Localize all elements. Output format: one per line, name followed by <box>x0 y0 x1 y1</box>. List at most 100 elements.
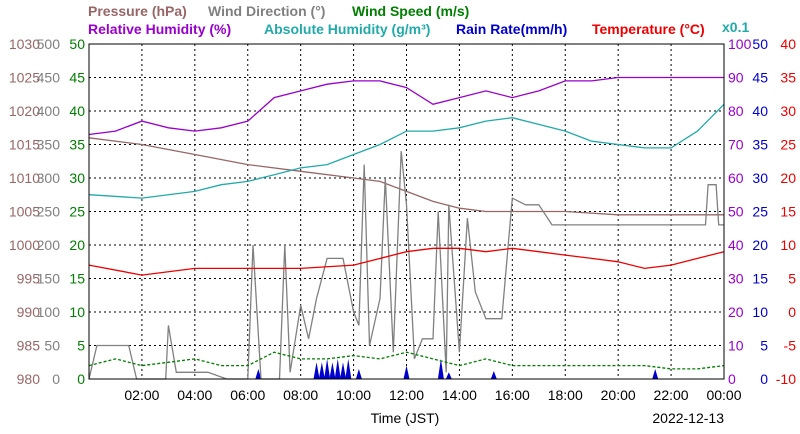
date-label: 2022-12-13 <box>652 410 724 426</box>
wind-dir-tick-label: 50 <box>44 338 60 354</box>
legend-wind-speed: Wind Speed (m/s) <box>352 3 469 19</box>
temperature-tick-label: 30 <box>780 103 796 119</box>
pressure-tick-label: 985 <box>17 338 41 354</box>
rain-tick-label: 20 <box>752 237 768 253</box>
rain-tick-label: 10 <box>752 304 768 320</box>
x-tick-label: 06:00 <box>230 387 265 403</box>
x-tick-label: 14:00 <box>442 387 477 403</box>
pressure-tick-label: 990 <box>17 304 41 320</box>
rain-rate-event <box>437 358 444 379</box>
rain-rate-event <box>403 365 410 379</box>
absolute-humidity-line <box>88 103 725 199</box>
rain-tick-label: 50 <box>752 36 768 52</box>
x-tick-label: 18:00 <box>548 387 583 403</box>
rain-rate-event <box>445 372 452 379</box>
pressure-tick-label: 1000 <box>9 237 40 253</box>
rain-rate-event <box>340 362 346 379</box>
wind-speed-tick-label: 45 <box>69 70 85 86</box>
humidity-tick-label: 0 <box>728 371 736 387</box>
rain-rate-event <box>324 358 331 379</box>
wind-speed-tick-label: 10 <box>69 304 85 320</box>
legend-pressure: Pressure (hPa) <box>88 3 187 19</box>
wind-speed-tick-label: 30 <box>69 170 85 186</box>
humidity-tick-label: 90 <box>728 70 744 86</box>
rain-rate-event <box>255 368 262 379</box>
temperature-tick-label: 40 <box>780 36 796 52</box>
x-tick-label: 04:00 <box>177 387 212 403</box>
pressure-tick-label: 1005 <box>9 204 40 220</box>
rain-rate-event <box>329 362 336 379</box>
temperature-tick-label: 5 <box>788 271 796 287</box>
temperature-tick-label: -5 <box>784 338 797 354</box>
wind-speed-line <box>88 351 725 370</box>
rain-rate-event <box>490 370 497 379</box>
pressure-tick-label: 995 <box>17 271 41 287</box>
legend-wind-direction: Wind Direction (°) <box>208 3 325 19</box>
wind-dir-tick-label: 400 <box>37 103 61 119</box>
pressure-tick-label: 1025 <box>9 70 40 86</box>
x-tick-label: 16:00 <box>495 387 530 403</box>
humidity-tick-label: 80 <box>728 103 744 119</box>
rain-tick-label: 35 <box>752 137 768 153</box>
x-tick-label: 10:00 <box>336 387 371 403</box>
legend-relative-humidity: Relative Humidity (%) <box>88 21 231 37</box>
wind-dir-tick-label: 300 <box>37 170 61 186</box>
plot-area: 9809859909951000100510101015102010251030… <box>9 36 796 403</box>
legend: Pressure (hPa) Wind Direction (°) Wind S… <box>88 3 749 37</box>
temperature-line <box>88 247 725 276</box>
wind-dir-tick-label: 350 <box>37 137 61 153</box>
x-tick-label: 22:00 <box>654 387 689 403</box>
rain-tick-label: 40 <box>752 103 768 119</box>
plot-frame <box>88 43 725 380</box>
wind-speed-tick-label: 5 <box>77 338 85 354</box>
x-axis-label: Time (JST) <box>371 410 440 426</box>
pressure-tick-label: 980 <box>17 371 41 387</box>
wind-dir-tick-label: 150 <box>37 271 61 287</box>
wind-dir-tick-label: 0 <box>52 371 60 387</box>
rain-tick-label: 0 <box>760 371 768 387</box>
rain-rate-event <box>345 358 352 379</box>
wind-speed-tick-label: 35 <box>69 137 85 153</box>
temperature-tick-label: 0 <box>788 304 796 320</box>
humidity-tick-label: 100 <box>728 36 752 52</box>
wind-dir-tick-label: 250 <box>37 204 61 220</box>
rain-rate-event <box>334 358 341 379</box>
rain-tick-label: 15 <box>752 271 768 287</box>
rain-tick-label: 30 <box>752 170 768 186</box>
wind-speed-tick-label: 50 <box>69 36 85 52</box>
rain-rate-event <box>313 362 320 379</box>
humidity-tick-label: 60 <box>728 170 744 186</box>
temperature-tick-label: 25 <box>780 137 796 153</box>
rain-rate-event <box>355 368 362 379</box>
temperature-tick-label: 20 <box>780 170 796 186</box>
temperature-tick-label: -10 <box>776 371 796 387</box>
humidity-tick-label: 30 <box>728 271 744 287</box>
relative-humidity-line <box>88 76 724 136</box>
rain-tick-label: 5 <box>760 338 768 354</box>
rain-tick-label: 45 <box>752 70 768 86</box>
humidity-tick-label: 10 <box>728 338 744 354</box>
x-tick-label: 00:00 <box>706 387 741 403</box>
rain-rate-event <box>318 362 325 379</box>
wind-dir-tick-label: 500 <box>37 36 61 52</box>
x-tick-label: 20:00 <box>601 387 636 403</box>
legend-multiplier-note: x0.1 <box>722 19 749 35</box>
rain-rate-event <box>652 368 659 379</box>
humidity-tick-label: 70 <box>728 137 744 153</box>
wind-speed-tick-label: 25 <box>69 204 85 220</box>
x-tick-label: 12:00 <box>389 387 424 403</box>
legend-rain-rate: Rain Rate(mm/h) <box>456 21 567 37</box>
wind-dir-tick-label: 450 <box>37 70 61 86</box>
x-tick-label: 02:00 <box>124 387 159 403</box>
temperature-tick-label: 10 <box>780 237 796 253</box>
pressure-tick-label: 1030 <box>9 36 40 52</box>
rain-tick-label: 25 <box>752 204 768 220</box>
temperature-tick-label: 35 <box>780 70 796 86</box>
pressure-tick-label: 1010 <box>9 170 40 186</box>
pressure-tick-label: 1020 <box>9 103 40 119</box>
humidity-tick-label: 40 <box>728 237 744 253</box>
legend-absolute-humidity: Absolute Humidity (g/m³) <box>264 21 430 37</box>
wind-speed-tick-label: 15 <box>69 271 85 287</box>
humidity-tick-label: 50 <box>728 204 744 220</box>
